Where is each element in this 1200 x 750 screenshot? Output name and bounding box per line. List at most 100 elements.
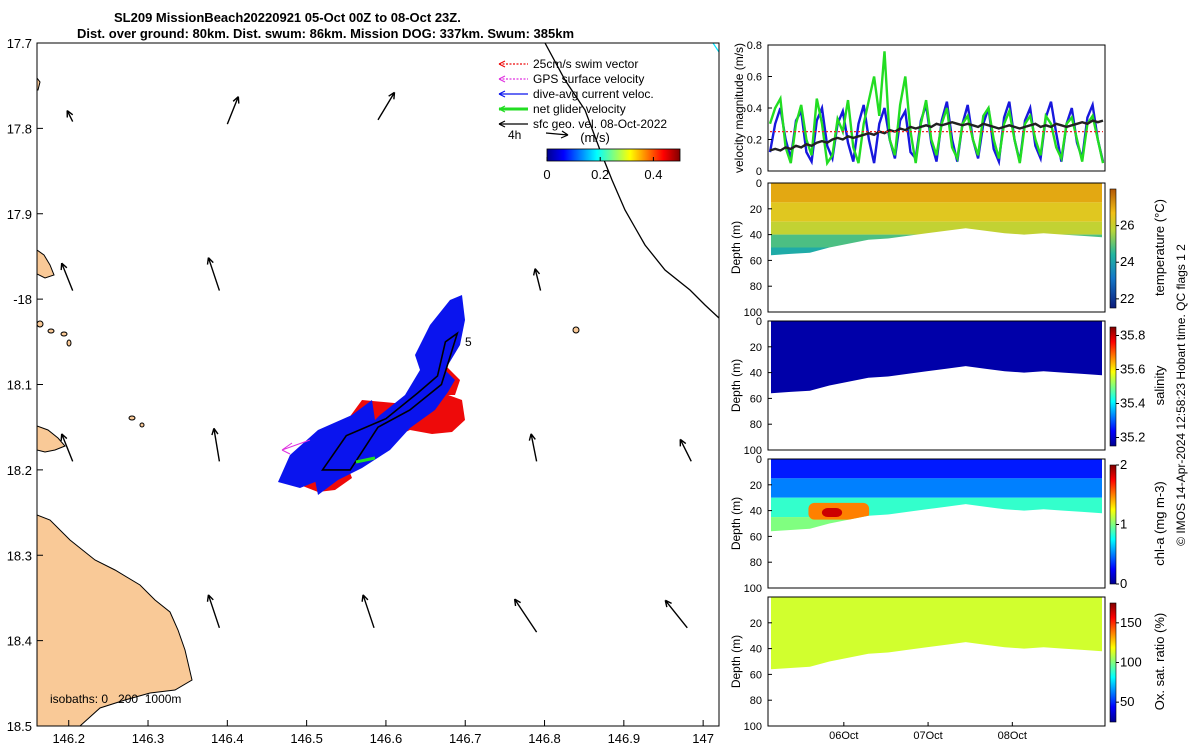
heatmap-colorbar xyxy=(1109,602,1117,723)
heatmap-ylabel: Depth (m) xyxy=(729,359,743,412)
colorbar-label: (m/s) xyxy=(580,130,610,145)
island-1 xyxy=(37,425,66,453)
island-9 xyxy=(128,415,136,421)
heatmap-ytick-label: 60 xyxy=(750,531,762,543)
island-8 xyxy=(572,326,580,334)
heatmap-band xyxy=(771,478,1102,498)
map-ytick-label: 18.3 xyxy=(7,548,32,563)
heatmap-frame xyxy=(767,320,1106,451)
map-xtick-label: 146.9 xyxy=(608,731,641,746)
map-xticks: 146.2 146.3 146.4 146.5 146.6 146.7 146.8 146.9… xyxy=(52,720,714,746)
net-glider-velocity xyxy=(355,456,376,464)
velocity-ytick-label: 0.2 xyxy=(747,135,762,147)
heatmap-ytick-label: 80 xyxy=(750,557,762,569)
heatmap-ytick-label: 60 xyxy=(750,393,762,405)
map-ytick-label: 17.7 xyxy=(7,36,32,51)
colorbar-tick-label: 35.4 xyxy=(1120,396,1145,411)
colorbar-tick-label: 2 xyxy=(1120,457,1127,472)
map-xtick-label: 146.7 xyxy=(449,731,482,746)
legend-arrowhead xyxy=(498,60,506,68)
speed-colorbar-ticks: 0 0.2 0.4 xyxy=(543,157,662,182)
geo-velocity-arrow xyxy=(377,91,396,121)
map-xtick-label: 147 xyxy=(692,731,714,746)
map-xtick-label: 146.3 xyxy=(132,731,165,746)
cyan-mark xyxy=(712,43,719,53)
velocity-panel: 0 0.2 0.4 0.6 0.8 velocity magnitude (m/s) xyxy=(732,40,1106,178)
geo-velocity-arrow xyxy=(664,599,688,629)
colorbar-tick-label: 150 xyxy=(1120,615,1142,630)
time-xtick-label: 07Oct xyxy=(913,730,942,742)
colorbar-tick-label: 0 xyxy=(543,167,550,182)
map-ytick-label: 17.9 xyxy=(7,207,32,222)
legend-arrowhead xyxy=(498,90,506,98)
map-ytick-label: 18.4 xyxy=(7,634,32,649)
heatmap-band xyxy=(771,459,1102,479)
track-number-label: 5 xyxy=(465,335,472,349)
geo-velocity-arrow xyxy=(206,257,221,291)
time-xtick-label: 08Oct xyxy=(998,730,1027,742)
title-line-2: Dist. over ground: 80km. Dist. swum: 86k… xyxy=(77,26,575,41)
isobaths-label: isobaths: 0 200 1000m xyxy=(50,692,181,706)
legend-arrowhead xyxy=(498,105,506,113)
image-credit: © IMOS 14-Apr-2024 12:58:23 Hobart time.… xyxy=(1174,244,1188,546)
colorbar-tick-label: 100 xyxy=(1120,655,1142,670)
heatmap-ytick-label: 40 xyxy=(750,644,762,656)
heatmap-colorbar xyxy=(1109,188,1117,309)
legend-label: dive-avg current veloc. xyxy=(533,87,654,101)
velocity-yticks: 0 0.2 0.4 0.6 0.8 xyxy=(747,40,772,178)
velocity-ylabel: velocity magnitude (m/s) xyxy=(732,43,746,173)
heatmap-ytick-label: 0 xyxy=(756,316,762,328)
heatmap-ytick-label: 40 xyxy=(750,230,762,242)
colorbar-tick-label: 22 xyxy=(1120,291,1134,306)
heatmap-ytick-label: 100 xyxy=(744,307,762,319)
heatmap-ytick-label: 20 xyxy=(750,342,762,354)
island-7 xyxy=(66,339,72,347)
colorbar-tick-label: 24 xyxy=(1120,254,1134,269)
heatmap-ytick-label: 80 xyxy=(750,695,762,707)
map-xtick-label: 146.2 xyxy=(52,731,85,746)
geo-arrows-group xyxy=(60,91,692,633)
heatmap-ytick-label: 60 xyxy=(750,669,762,681)
geo-velocity-arrow xyxy=(60,262,74,291)
velocity-series-green xyxy=(768,51,1105,167)
ref-arrow-label: 4h xyxy=(508,128,521,142)
island-2 xyxy=(37,249,55,279)
colorbar-tick-label: 35.8 xyxy=(1120,328,1145,343)
heatmap-frame xyxy=(767,458,1106,589)
colorbar-tick-label: 26 xyxy=(1120,218,1134,233)
map-panel: 5 146.2 146.3 146.4 146.5 146.6 146.7 146.8 146… xyxy=(7,36,720,746)
colorbar-tick-label: 1 xyxy=(1120,517,1127,532)
map-ytick-label: 17.8 xyxy=(7,121,32,136)
geo-velocity-arrow xyxy=(532,268,542,291)
heatmap-ytick-label: 100 xyxy=(744,445,762,457)
heatmap-frame xyxy=(767,182,1106,313)
time-xtick-label: 06Oct xyxy=(829,730,858,742)
map-xtick-label: 146.8 xyxy=(528,731,561,746)
legend-label: 25cm/s swim vector xyxy=(533,57,638,71)
colorbar-tick-label: 0.2 xyxy=(591,167,609,182)
velocity-series-black xyxy=(769,119,1104,152)
heatmap-band xyxy=(771,221,1102,235)
reference-arrow: 4h xyxy=(508,128,569,142)
heatmap-chla: 0 20 40 60 80 100 Depth (m) 0 1 2 chl-a (mg m-3) xyxy=(729,454,1167,595)
heatmap-colorbar xyxy=(1109,464,1117,585)
glider-track-contour xyxy=(320,331,459,471)
heatmap-band xyxy=(771,202,1102,222)
map-ytick-label: 18.2 xyxy=(7,463,32,478)
geo-velocity-arrow xyxy=(206,594,221,629)
heatmap-ytick-label: 40 xyxy=(750,368,762,380)
colorbar-tick-label: 50 xyxy=(1120,694,1134,709)
map-ytick-label: 18.1 xyxy=(7,378,32,393)
velocity-ytick-label: 0.4 xyxy=(747,103,762,115)
heatmap-colorbar xyxy=(1109,326,1117,447)
heatmap-band xyxy=(771,183,1102,203)
island-4 xyxy=(37,320,44,328)
island-6 xyxy=(60,331,68,337)
geo-velocity-arrow xyxy=(513,598,538,633)
colorbar-tick-label: 0.4 xyxy=(644,167,662,182)
geo-velocity-arrow xyxy=(528,433,538,462)
heatmap-ytick-label: 20 xyxy=(750,204,762,216)
glider-current-vectors xyxy=(278,295,465,495)
geo-velocity-arrow xyxy=(66,109,74,122)
